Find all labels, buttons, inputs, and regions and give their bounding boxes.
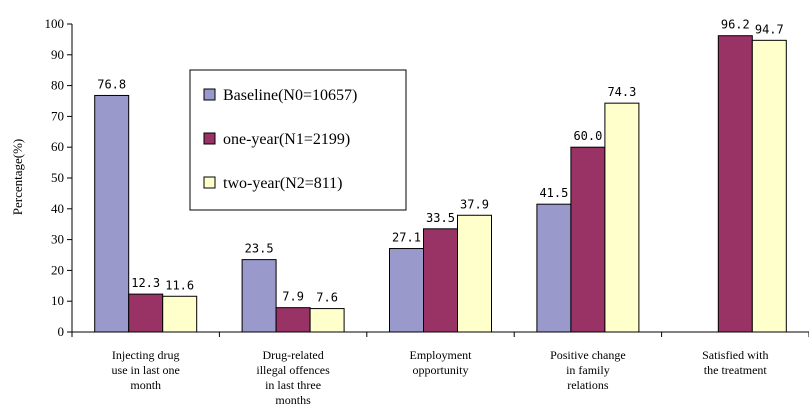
bar-data-label: 96.2 (721, 18, 750, 32)
bar-data-label: 94.7 (755, 22, 784, 36)
y-tick-label: 40 (51, 201, 64, 216)
x-category-label: Employment opportunity (410, 348, 473, 377)
bar-data-label: 11.6 (165, 278, 194, 292)
x-category-label-line: months (275, 393, 311, 407)
chart-legend: Baseline(N0=10657) one-year(N1=2199) two-y… (189, 69, 407, 211)
legend-entry-label: Baseline(N0=10657) (223, 87, 357, 104)
bar (162, 295, 198, 333)
bar (536, 203, 572, 333)
x-category-label: Drug-related illegal offences in last thre… (256, 348, 330, 407)
bar (94, 94, 130, 333)
bar (751, 39, 787, 333)
bar (717, 35, 753, 333)
bar (275, 307, 311, 333)
bar-data-label: 7.6 (316, 291, 338, 305)
bar-data-label: 7.9 (282, 290, 304, 304)
legend-swatch (203, 132, 216, 145)
x-category-label-line: in last three (265, 378, 321, 392)
y-tick-label: 90 (51, 47, 64, 62)
bar (457, 214, 492, 333)
x-category-label-line: month (130, 378, 161, 392)
y-tick-label: 60 (51, 139, 64, 154)
x-category-label-line: relations (567, 378, 609, 392)
y-tick-label: 80 (51, 78, 64, 93)
bar (309, 308, 345, 333)
x-category-label: Satisfied with the treatment (702, 348, 768, 377)
x-category-label-line: Satisfied with (702, 348, 768, 362)
y-tick-label: 10 (51, 293, 64, 308)
bar-data-label: 41.5 (539, 186, 568, 200)
bar (423, 228, 458, 333)
x-category-label-line: Positive change (550, 348, 626, 362)
legend-entry-label: two-year(N2=811) (223, 175, 343, 192)
legend-entry-label: one-year(N1=2199) (223, 131, 350, 148)
x-category-label-line: Drug-related (262, 348, 323, 362)
x-category-label: Injecting drug use in last one month (112, 348, 180, 392)
x-category-label-line: Employment (410, 348, 473, 362)
chart-data-labels: 76.8 12.3 11.6 23.5 7.9 7.6 27.1 33.5 37.9 41.5 60… (97, 18, 784, 305)
bar-data-label: 37.9 (460, 197, 489, 211)
y-tick-label: 100 (45, 16, 65, 31)
bar (570, 146, 606, 333)
y-tick-label: 70 (51, 108, 64, 123)
legend-box (189, 69, 407, 211)
bar-data-label: 27.1 (392, 231, 421, 245)
bar-data-label: 12.3 (131, 276, 160, 290)
y-tick-label: 50 (51, 170, 64, 185)
bar-data-label: 23.5 (245, 242, 274, 256)
y-tick-label: 30 (51, 232, 64, 247)
bar (389, 248, 424, 333)
x-category-label-line: use in last one (112, 363, 180, 377)
y-tick-label: 0 (58, 324, 65, 339)
bar-data-label: 60.0 (573, 129, 602, 143)
x-category-label-line: illegal offences (256, 363, 330, 377)
legend-swatch (203, 176, 216, 189)
legend-swatch (203, 88, 216, 101)
bar-data-label: 33.5 (426, 211, 455, 225)
x-category-label: Positive change in family relations (550, 348, 626, 392)
bar (128, 293, 164, 333)
bar (604, 102, 640, 333)
bar-data-label: 76.8 (97, 77, 126, 91)
chart-category-labels: Injecting drug use in last one month Drug-r… (112, 348, 769, 407)
y-tick-label: 20 (51, 262, 64, 277)
x-category-label-line: Injecting drug (112, 348, 180, 362)
bar (241, 259, 277, 333)
x-category-label-line: in family (566, 363, 610, 377)
x-category-label-line: opportunity (413, 363, 469, 377)
x-category-label-line: the treatment (704, 363, 768, 377)
bar-data-label: 74.3 (607, 85, 636, 99)
y-axis-label: Percentage(%) (10, 139, 25, 216)
chart-bars (94, 35, 787, 333)
